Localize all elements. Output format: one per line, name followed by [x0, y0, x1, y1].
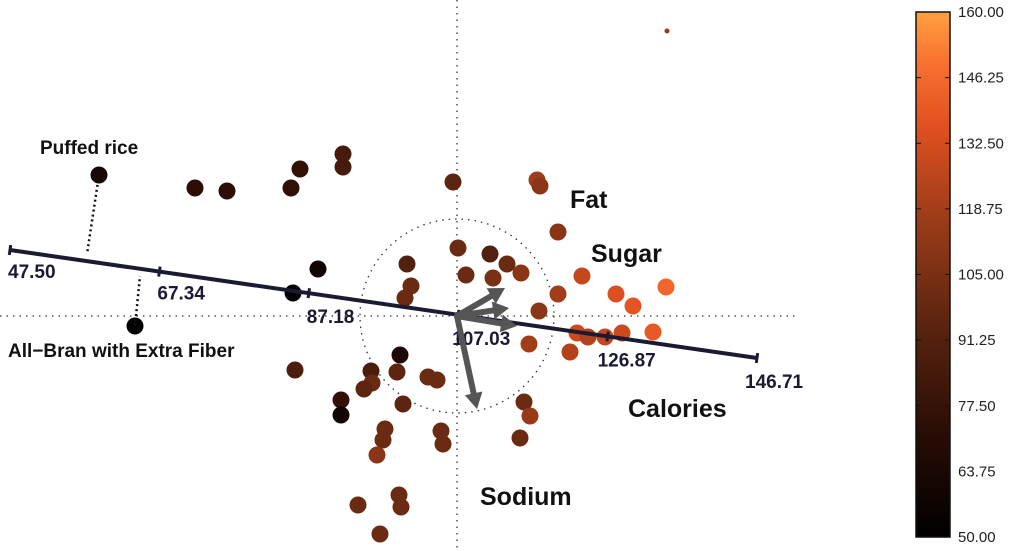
text-labels: Puffed rice All−Bran with Extra Fiber Fat S…: [8, 138, 727, 511]
axis-tick-label: 107.03: [452, 329, 510, 350]
data-point: [434, 435, 452, 453]
data-point: [332, 391, 350, 409]
colorbar-tick-label: 132.50: [958, 135, 1004, 152]
data-point: [573, 267, 591, 285]
data-point: [368, 446, 386, 464]
colorbar-gradient: [915, 11, 951, 538]
data-point: [428, 371, 446, 389]
axis-tick: [605, 331, 610, 342]
data-point: [371, 525, 389, 543]
label-connector: [85, 174, 101, 255]
variable-arrow-head: [491, 301, 509, 320]
data-point: [391, 346, 409, 364]
axis-tick-label: 87.18: [307, 307, 355, 328]
colorbar: 160.00 146.25 132.50 118.75 105.00 91.25 77.50…: [915, 4, 1004, 546]
point-label: All−Bran with Extra Fiber: [8, 341, 235, 362]
data-point: [392, 498, 410, 516]
data-point-small: [664, 28, 670, 34]
variable-label: Sodium: [480, 483, 572, 511]
data-point: [282, 179, 300, 197]
data-point: [457, 266, 475, 284]
data-point: [388, 363, 406, 381]
data-point: [186, 179, 204, 197]
data-point: [644, 323, 662, 341]
unit-circle: [359, 218, 555, 414]
data-point: [512, 264, 530, 282]
label-connector: [133, 275, 142, 327]
colorbar-tick-label: 118.75: [958, 201, 1003, 218]
data-point: [349, 496, 367, 514]
data-point: [521, 407, 539, 425]
colorbar-tick-label: 63.75: [958, 463, 996, 480]
data-point: [531, 177, 549, 195]
colorbar-tick-label: 50.00: [958, 529, 996, 546]
data-point: [449, 239, 467, 257]
variable-arrows: [454, 288, 517, 409]
colorbar-tick-label: 160.00: [958, 4, 1004, 21]
axis-tick: [157, 266, 162, 277]
data-point: [218, 182, 236, 200]
colorbar-tick-label: 105.00: [958, 267, 1004, 284]
data-point: [549, 285, 567, 303]
data-point: [432, 422, 450, 440]
data-point: [286, 361, 304, 379]
data-point: [484, 269, 502, 287]
data-point: [481, 245, 499, 263]
colorbar-tick-label: 77.50: [958, 398, 996, 415]
variable-arrow-shaft: [454, 313, 505, 327]
data-point: [561, 343, 579, 361]
variable-label: Sugar: [591, 240, 662, 268]
variable-arrow-head: [464, 391, 483, 409]
axis-tick: [7, 244, 13, 256]
data-point: [511, 429, 529, 447]
data-point: [549, 223, 567, 241]
data-point: [444, 173, 462, 191]
data-point: [396, 289, 414, 307]
variable-arrow-shaft: [454, 313, 477, 397]
data-point: [334, 145, 352, 163]
data-point: [657, 278, 675, 296]
axis-tick-label: 47.50: [8, 262, 56, 283]
variable-arrow-head: [486, 288, 505, 304]
axis-tick-label: 146.71: [745, 372, 804, 393]
colorbar-tick-label: 91.25: [958, 332, 996, 349]
data-point: [355, 380, 373, 398]
variable-arrow-head: [499, 314, 517, 333]
calibrated-axis-line: [9, 248, 758, 360]
data-point: [334, 158, 352, 176]
axis-tick-label: 67.34: [157, 284, 205, 305]
data-point: [624, 297, 642, 315]
data-point: [498, 255, 516, 273]
data-point: [374, 431, 392, 449]
data-point: [530, 302, 548, 320]
data-point: [607, 285, 625, 303]
variable-label: Fat: [570, 186, 608, 214]
data-point: [398, 255, 416, 273]
data-point: [394, 395, 412, 413]
data-point: [332, 406, 350, 424]
projection-axis: 47.50 67.34 87.18 107.03 126.87 146.71: [7, 244, 804, 393]
data-point: [291, 160, 309, 178]
colorbar-tick-label: 146.25: [958, 70, 1004, 87]
data-point: [520, 335, 538, 353]
axis-tick-label: 126.87: [598, 350, 656, 371]
axis-tick: [754, 352, 760, 364]
reference-guides: [0, 0, 795, 551]
axis-tick: [306, 288, 312, 299]
point-label: Puffed rice: [40, 138, 138, 159]
data-point: [515, 393, 533, 411]
data-point: [309, 260, 327, 278]
data-points: [90, 28, 675, 543]
variable-label: Calories: [628, 395, 727, 423]
